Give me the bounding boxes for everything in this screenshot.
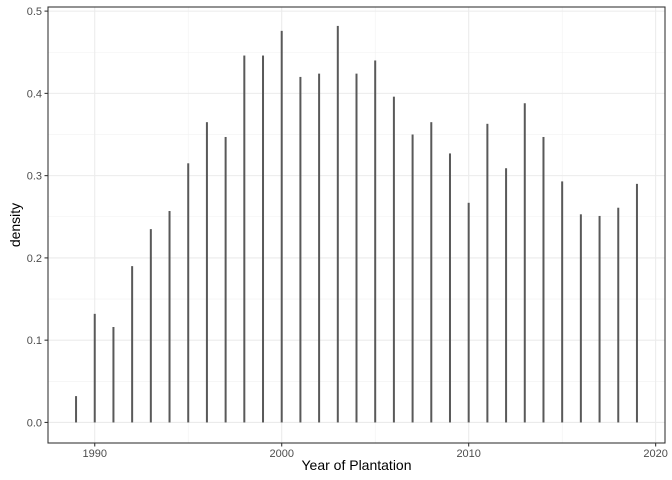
y-tick-label: 0.2 bbox=[27, 253, 42, 265]
y-tick-label: 0.3 bbox=[27, 171, 42, 183]
bar-2007 bbox=[411, 134, 414, 423]
bar-2004 bbox=[355, 73, 358, 423]
bar-2005 bbox=[374, 60, 377, 423]
bar-1992 bbox=[131, 266, 134, 423]
bar-2009 bbox=[448, 153, 451, 423]
x-tick-label: 2010 bbox=[456, 448, 480, 460]
y-tick-label: 0.1 bbox=[27, 335, 42, 347]
y-tick-label: 0.5 bbox=[27, 6, 42, 18]
bars bbox=[75, 25, 638, 423]
bar-1997 bbox=[224, 136, 227, 423]
x-tick-label: 2020 bbox=[643, 448, 667, 460]
bar-1989 bbox=[75, 396, 78, 423]
bar-2014 bbox=[542, 136, 545, 423]
bar-2015 bbox=[561, 181, 564, 423]
x-axis: 1990 2000 2010 2020 bbox=[83, 443, 668, 460]
bar-2018 bbox=[617, 207, 620, 423]
bar-1994 bbox=[168, 211, 171, 423]
bar-2017 bbox=[598, 215, 601, 423]
x-axis-title: Year of Plantation bbox=[301, 457, 411, 473]
bar-1995 bbox=[187, 163, 190, 423]
bar-2008 bbox=[430, 122, 433, 423]
plot-panel-border bbox=[47, 6, 666, 444]
bar-1991 bbox=[112, 327, 115, 423]
y-tick-label: 0.4 bbox=[27, 88, 42, 100]
bar-2003 bbox=[336, 25, 339, 423]
bar-1996 bbox=[205, 122, 208, 423]
bar-2016 bbox=[579, 214, 582, 423]
x-tick-label: 1990 bbox=[83, 448, 107, 460]
bar-1999 bbox=[262, 55, 265, 423]
bar-2019 bbox=[635, 183, 638, 423]
y-tick-label: 0.0 bbox=[27, 417, 42, 429]
bar-2001 bbox=[299, 76, 302, 423]
bar-2012 bbox=[505, 168, 508, 423]
bar-1998 bbox=[243, 55, 246, 423]
y-axis-title: density bbox=[7, 203, 23, 247]
bar-2011 bbox=[486, 123, 489, 423]
bar-2006 bbox=[392, 96, 395, 423]
y-axis: 0.0 0.1 0.2 0.3 0.4 0.5 bbox=[27, 6, 48, 429]
bar-2000 bbox=[280, 30, 283, 423]
bar-1990 bbox=[93, 313, 96, 423]
x-tick-label: 2000 bbox=[269, 448, 293, 460]
bar-1993 bbox=[149, 229, 152, 423]
bar-2010 bbox=[467, 202, 470, 423]
bar-2002 bbox=[318, 73, 321, 423]
bar-2013 bbox=[523, 103, 526, 423]
